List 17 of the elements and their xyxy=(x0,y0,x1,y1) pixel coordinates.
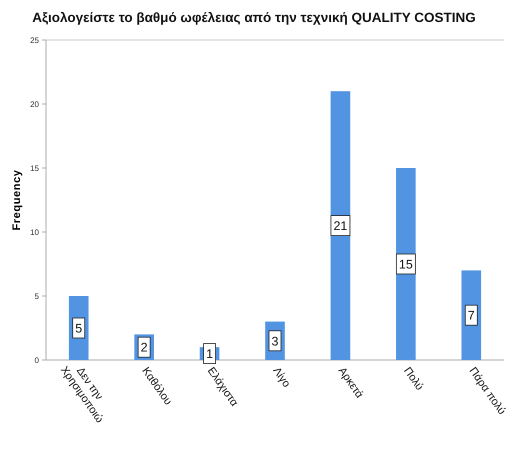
chart-title: Αξιολογείστε το βαθμό ωφέλειας από την τεχνική QUALITY COSTING xyxy=(32,10,476,25)
data-label: 7 xyxy=(468,308,475,323)
y-tick-label: 25 xyxy=(30,36,40,45)
data-label: 15 xyxy=(398,258,413,272)
data-label: 3 xyxy=(272,334,279,348)
y-tick-label: 20 xyxy=(30,100,40,109)
x-tick-label: Λίγο xyxy=(270,365,292,390)
data-label: 21 xyxy=(333,219,348,234)
data-label: 2 xyxy=(140,340,148,355)
y-tick-label: 5 xyxy=(34,292,40,301)
y-tick-label: 0 xyxy=(34,356,40,365)
bar xyxy=(330,91,350,360)
y-tick-label: 10 xyxy=(30,228,40,237)
data-label: 5 xyxy=(75,322,82,336)
y-axis-title: Frequency xyxy=(11,169,23,231)
data-label: 1 xyxy=(206,347,214,362)
y-tick-label: 15 xyxy=(30,164,40,173)
